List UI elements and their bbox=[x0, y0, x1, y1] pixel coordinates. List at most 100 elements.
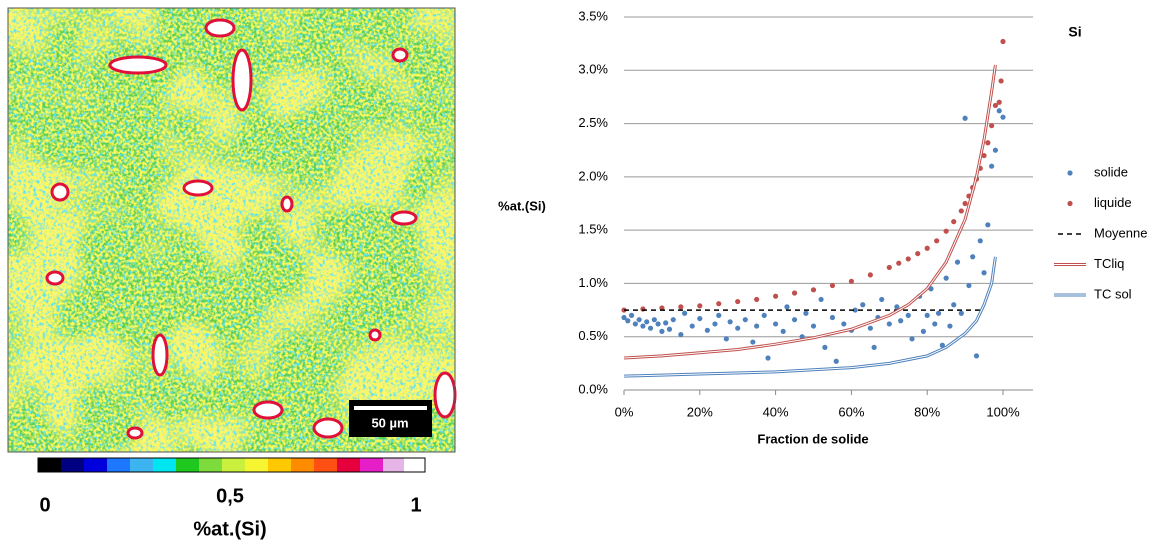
data-point bbox=[985, 222, 991, 228]
data-point bbox=[666, 326, 673, 332]
map-texture bbox=[8, 8, 455, 452]
legend-label: liquide bbox=[1094, 195, 1132, 210]
data-point bbox=[727, 319, 733, 325]
data-point bbox=[943, 228, 949, 234]
data-point bbox=[621, 314, 627, 321]
data-point bbox=[723, 336, 729, 342]
y-tick-label: 2.5% bbox=[578, 115, 608, 130]
data-point bbox=[962, 200, 968, 207]
data-point bbox=[716, 301, 722, 307]
curve-inner bbox=[623, 64, 996, 359]
data-point bbox=[998, 78, 1004, 84]
data-point bbox=[848, 278, 855, 284]
data-point bbox=[697, 315, 703, 322]
data-point bbox=[985, 140, 991, 146]
x-tick-label: 100% bbox=[986, 404, 1020, 419]
x-axis-label: Fraction de solide bbox=[757, 431, 868, 446]
data-point bbox=[951, 219, 957, 225]
data-point bbox=[886, 264, 892, 271]
legend-label: TCliq bbox=[1094, 256, 1124, 271]
data-point bbox=[678, 304, 684, 310]
data-point bbox=[867, 272, 873, 278]
data-point bbox=[898, 318, 904, 324]
data-point bbox=[655, 321, 661, 327]
colorbar-title: %at.(Si) bbox=[193, 518, 266, 540]
data-point bbox=[810, 287, 817, 293]
y-tick-label: 0.5% bbox=[578, 328, 608, 343]
data-point bbox=[678, 331, 684, 338]
legend-label: Moyenne bbox=[1094, 225, 1147, 240]
data-point bbox=[981, 270, 987, 276]
map-frame bbox=[7, 7, 456, 453]
data-point bbox=[989, 123, 995, 129]
legend-label: solide bbox=[1094, 164, 1128, 179]
data-point bbox=[803, 310, 809, 316]
precipitates bbox=[45, 18, 457, 440]
data-point bbox=[773, 293, 779, 299]
data-point bbox=[958, 310, 964, 316]
data-point bbox=[920, 328, 927, 334]
legend-label: TC sol bbox=[1094, 286, 1132, 301]
data-point bbox=[977, 238, 983, 244]
y-tick-label: 2.0% bbox=[578, 168, 608, 183]
data-point bbox=[943, 275, 949, 281]
data-point bbox=[996, 99, 1002, 105]
y-tick-label: 3.5% bbox=[578, 8, 608, 23]
data-point bbox=[924, 312, 930, 318]
data-point bbox=[704, 327, 710, 333]
data-point bbox=[754, 296, 760, 303]
data-point bbox=[996, 108, 1002, 114]
data-point bbox=[822, 344, 828, 350]
data-point bbox=[659, 328, 665, 334]
colorbar-label: 0 bbox=[39, 494, 50, 516]
y-tick-label: 1.5% bbox=[578, 222, 608, 237]
data-point bbox=[644, 319, 650, 325]
data-point bbox=[659, 305, 665, 311]
data-point bbox=[958, 208, 964, 214]
curve-inner bbox=[623, 256, 996, 377]
data-point bbox=[640, 306, 646, 312]
data-point bbox=[689, 323, 695, 329]
data-point bbox=[860, 302, 866, 308]
data-point bbox=[939, 342, 945, 348]
data-point bbox=[636, 317, 642, 323]
data-point bbox=[841, 321, 847, 327]
x-tick-label: 80% bbox=[914, 404, 940, 419]
data-point bbox=[1000, 114, 1006, 120]
colorbar-label: 1 bbox=[410, 494, 421, 516]
data-point bbox=[670, 317, 676, 323]
data-point bbox=[663, 320, 669, 326]
x-tick-label: 40% bbox=[763, 404, 789, 419]
data-point bbox=[780, 328, 786, 334]
data-point bbox=[992, 147, 999, 153]
data-point bbox=[905, 312, 911, 318]
data-point bbox=[962, 115, 968, 121]
data-point bbox=[765, 355, 771, 361]
legend-marker bbox=[1067, 200, 1073, 207]
data-point bbox=[879, 296, 885, 303]
data-point bbox=[761, 312, 767, 318]
data-point bbox=[647, 325, 654, 331]
x-tick-label: 60% bbox=[838, 404, 864, 419]
data-point bbox=[954, 259, 961, 265]
y-tick-label: 0.0% bbox=[578, 381, 608, 396]
data-point bbox=[932, 321, 938, 327]
data-point bbox=[735, 298, 741, 305]
data-point bbox=[628, 312, 635, 318]
y-axis-label: %at.(Si) bbox=[498, 198, 546, 213]
x-tick-label: 20% bbox=[687, 404, 713, 419]
data-point bbox=[716, 312, 722, 318]
data-point bbox=[981, 152, 987, 159]
data-point bbox=[791, 317, 798, 323]
data-point bbox=[754, 323, 760, 329]
data-point bbox=[992, 102, 999, 109]
data-point bbox=[896, 260, 902, 266]
data-point bbox=[924, 245, 930, 251]
data-point bbox=[833, 358, 839, 364]
scale-bar-label: 50 µm bbox=[371, 415, 408, 430]
data-point bbox=[818, 296, 824, 303]
data-point bbox=[791, 290, 798, 296]
data-point bbox=[712, 321, 718, 327]
